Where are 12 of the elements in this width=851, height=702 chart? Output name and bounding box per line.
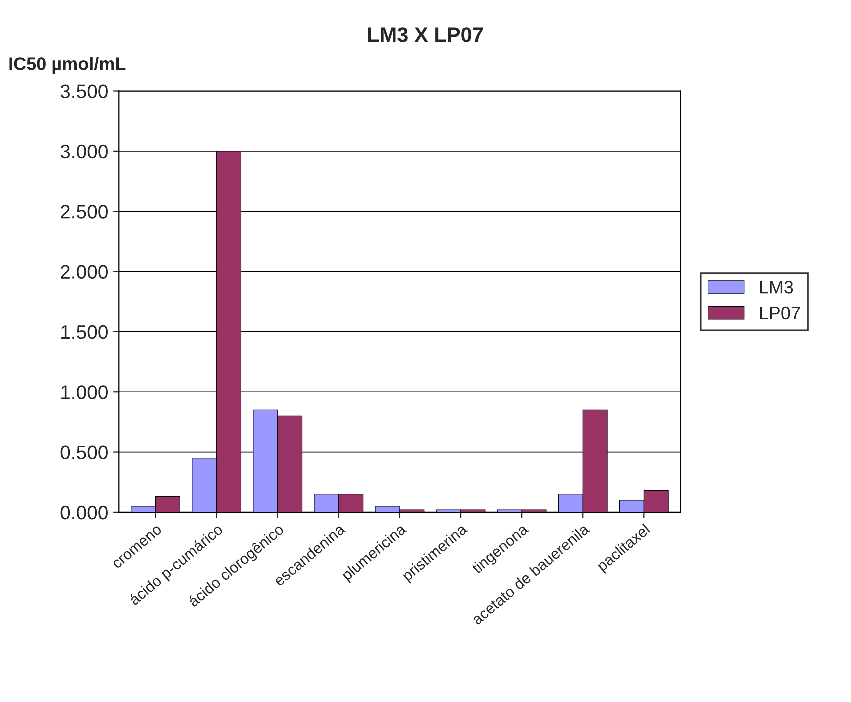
y-tick-label: 1.500 — [62, 325, 108, 340]
y-tick-label: 0.000 — [60, 506, 108, 520]
y-tick-label: 2.000 — [61, 265, 108, 280]
y-tick-label: 0.500 — [60, 446, 108, 460]
legend-label: LM3 — [760, 280, 794, 294]
y-axis-title: IC50 µmol/mL — [10, 57, 126, 74]
y-tick-label: 3.000 — [60, 144, 108, 159]
chart-title: LM3 X LP07 — [368, 28, 484, 42]
y-tick-label: 3.500 — [60, 84, 108, 98]
legend-label: LP07 — [760, 306, 800, 320]
y-tick-label: 2.500 — [61, 205, 108, 219]
y-tick-label: 1.000 — [62, 386, 108, 400]
